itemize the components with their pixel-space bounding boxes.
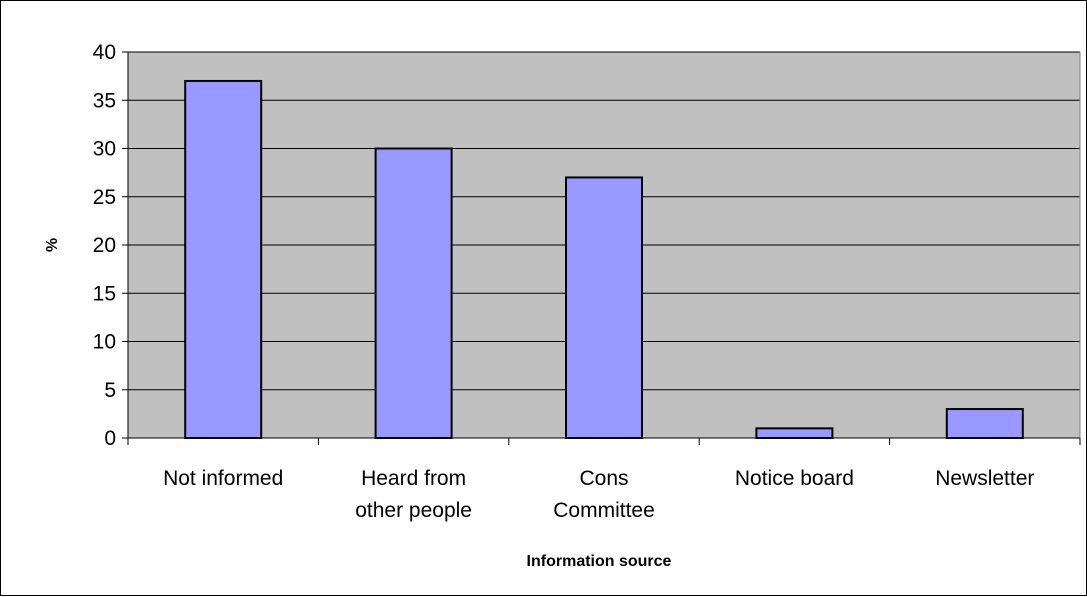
x-axis-title: Information source [527,553,672,570]
x-category-label: Cons Committee [553,467,655,522]
x-category-label: Notice board [735,467,854,490]
x-category-label-line: Heard from [361,467,466,490]
x-category-label-line: Newsletter [935,467,1034,490]
y-tick-label: 35 [93,89,116,112]
x-category-label-line: Not informed [163,467,283,490]
x-category-label-line: Notice board [735,467,854,490]
y-tick-label: 10 [93,331,116,354]
y-tick-label: 0 [104,427,116,450]
y-axis-title: % [44,238,61,252]
x-category-label: Newsletter [935,467,1034,490]
bar [374,147,453,439]
bar [565,176,643,439]
y-tick-label: 40 [93,41,116,64]
bars [184,79,1024,440]
y-tick-label: 25 [93,186,116,209]
y-tick-label: 15 [93,282,116,305]
bar [755,427,834,440]
y-tick-labels: 0 5 10 15 20 25 30 35 40 [93,41,116,450]
x-category-label-line: Cons [579,467,628,490]
y-tick-label: 30 [93,138,116,161]
axes [122,51,1081,445]
x-category-label-line: Committee [553,499,655,522]
y-tick-label: 5 [104,379,116,402]
bar [184,79,263,439]
x-category-label-line: other people [355,499,472,522]
x-category-label: Heard from other people [355,467,472,522]
bar [945,408,1024,439]
x-category-label: Not informed [163,467,283,490]
y-tick-label: 20 [93,234,116,257]
